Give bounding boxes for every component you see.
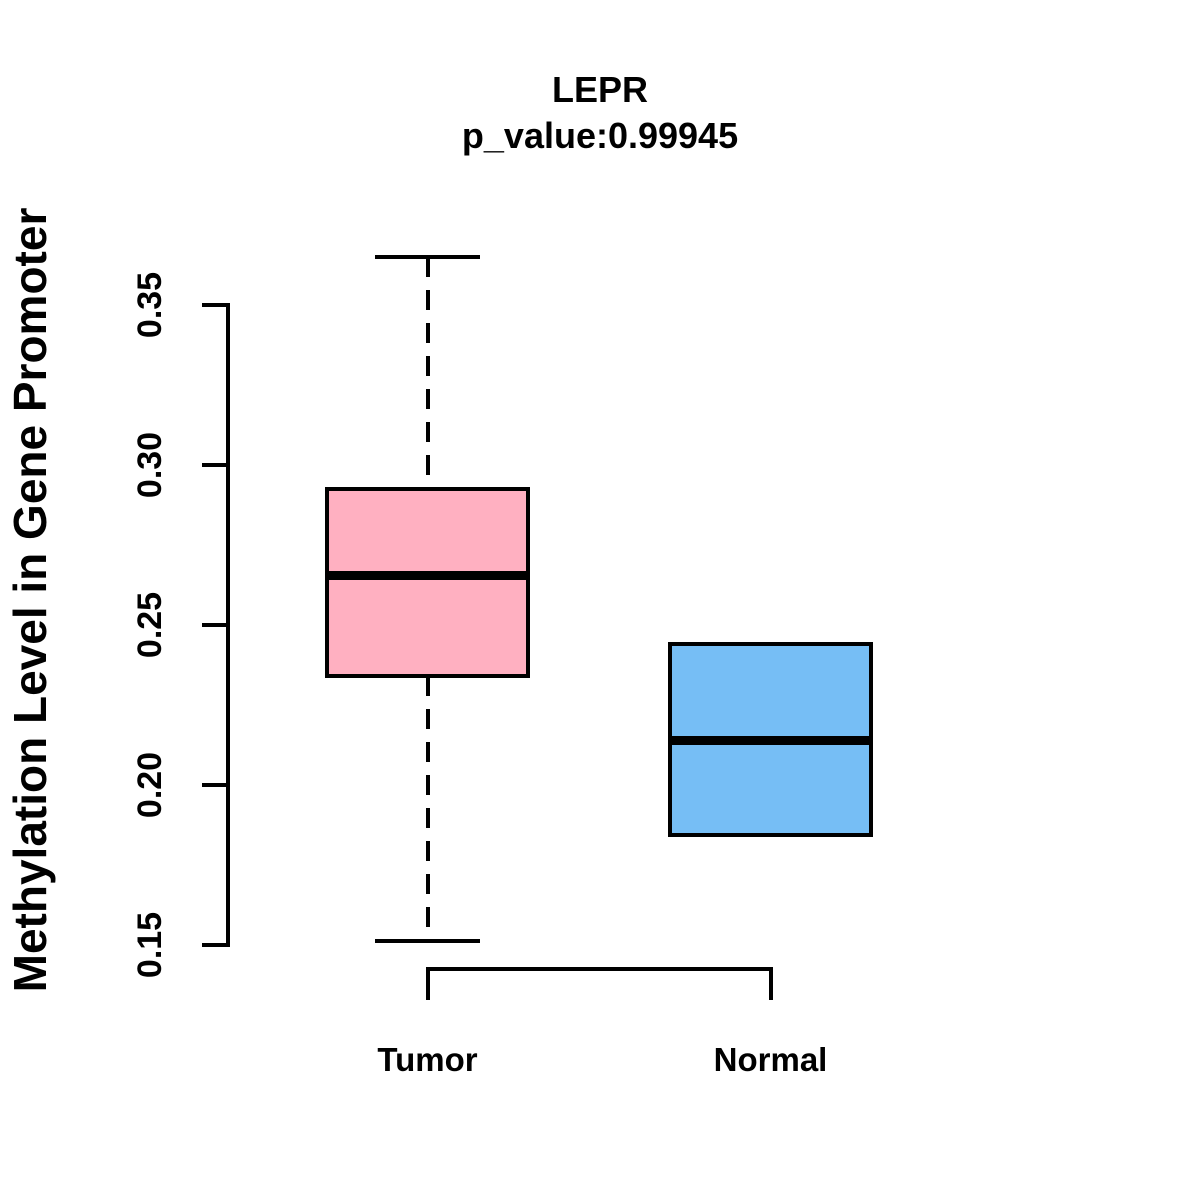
- x-axis-tick: [425, 967, 430, 1000]
- y-axis-tick-label: 0.30: [131, 431, 169, 499]
- y-axis-tick: [202, 943, 230, 947]
- lower-whisker-cap: [375, 938, 480, 943]
- y-axis-tick-label: 0.25: [131, 591, 169, 659]
- x-axis-tick: [768, 967, 773, 1000]
- y-axis-tick-label: 0.20: [131, 751, 169, 819]
- x-axis-label-normal: Normal: [713, 1041, 828, 1078]
- y-axis-tick: [202, 463, 230, 467]
- median-line-normal: [668, 736, 873, 746]
- y-axis-tick-label: 0.15: [131, 911, 169, 979]
- lower-whisker-line: [425, 675, 430, 941]
- x-axis-label-tumor: Tumor: [377, 1041, 478, 1078]
- y-axis-tick: [202, 783, 230, 787]
- y-axis-tick: [202, 623, 230, 627]
- x-axis-line: [427, 967, 773, 971]
- box-tumor: [325, 487, 530, 678]
- y-axis-tick-label: 0.35: [131, 271, 169, 339]
- upper-whisker-line: [425, 257, 430, 489]
- median-line-tumor: [325, 570, 530, 580]
- upper-whisker-cap: [375, 255, 480, 259]
- y-axis-tick: [202, 303, 230, 307]
- chart-title: LEPR: [551, 69, 648, 110]
- chart-subtitle-pvalue: p_value:0.99945: [461, 115, 739, 156]
